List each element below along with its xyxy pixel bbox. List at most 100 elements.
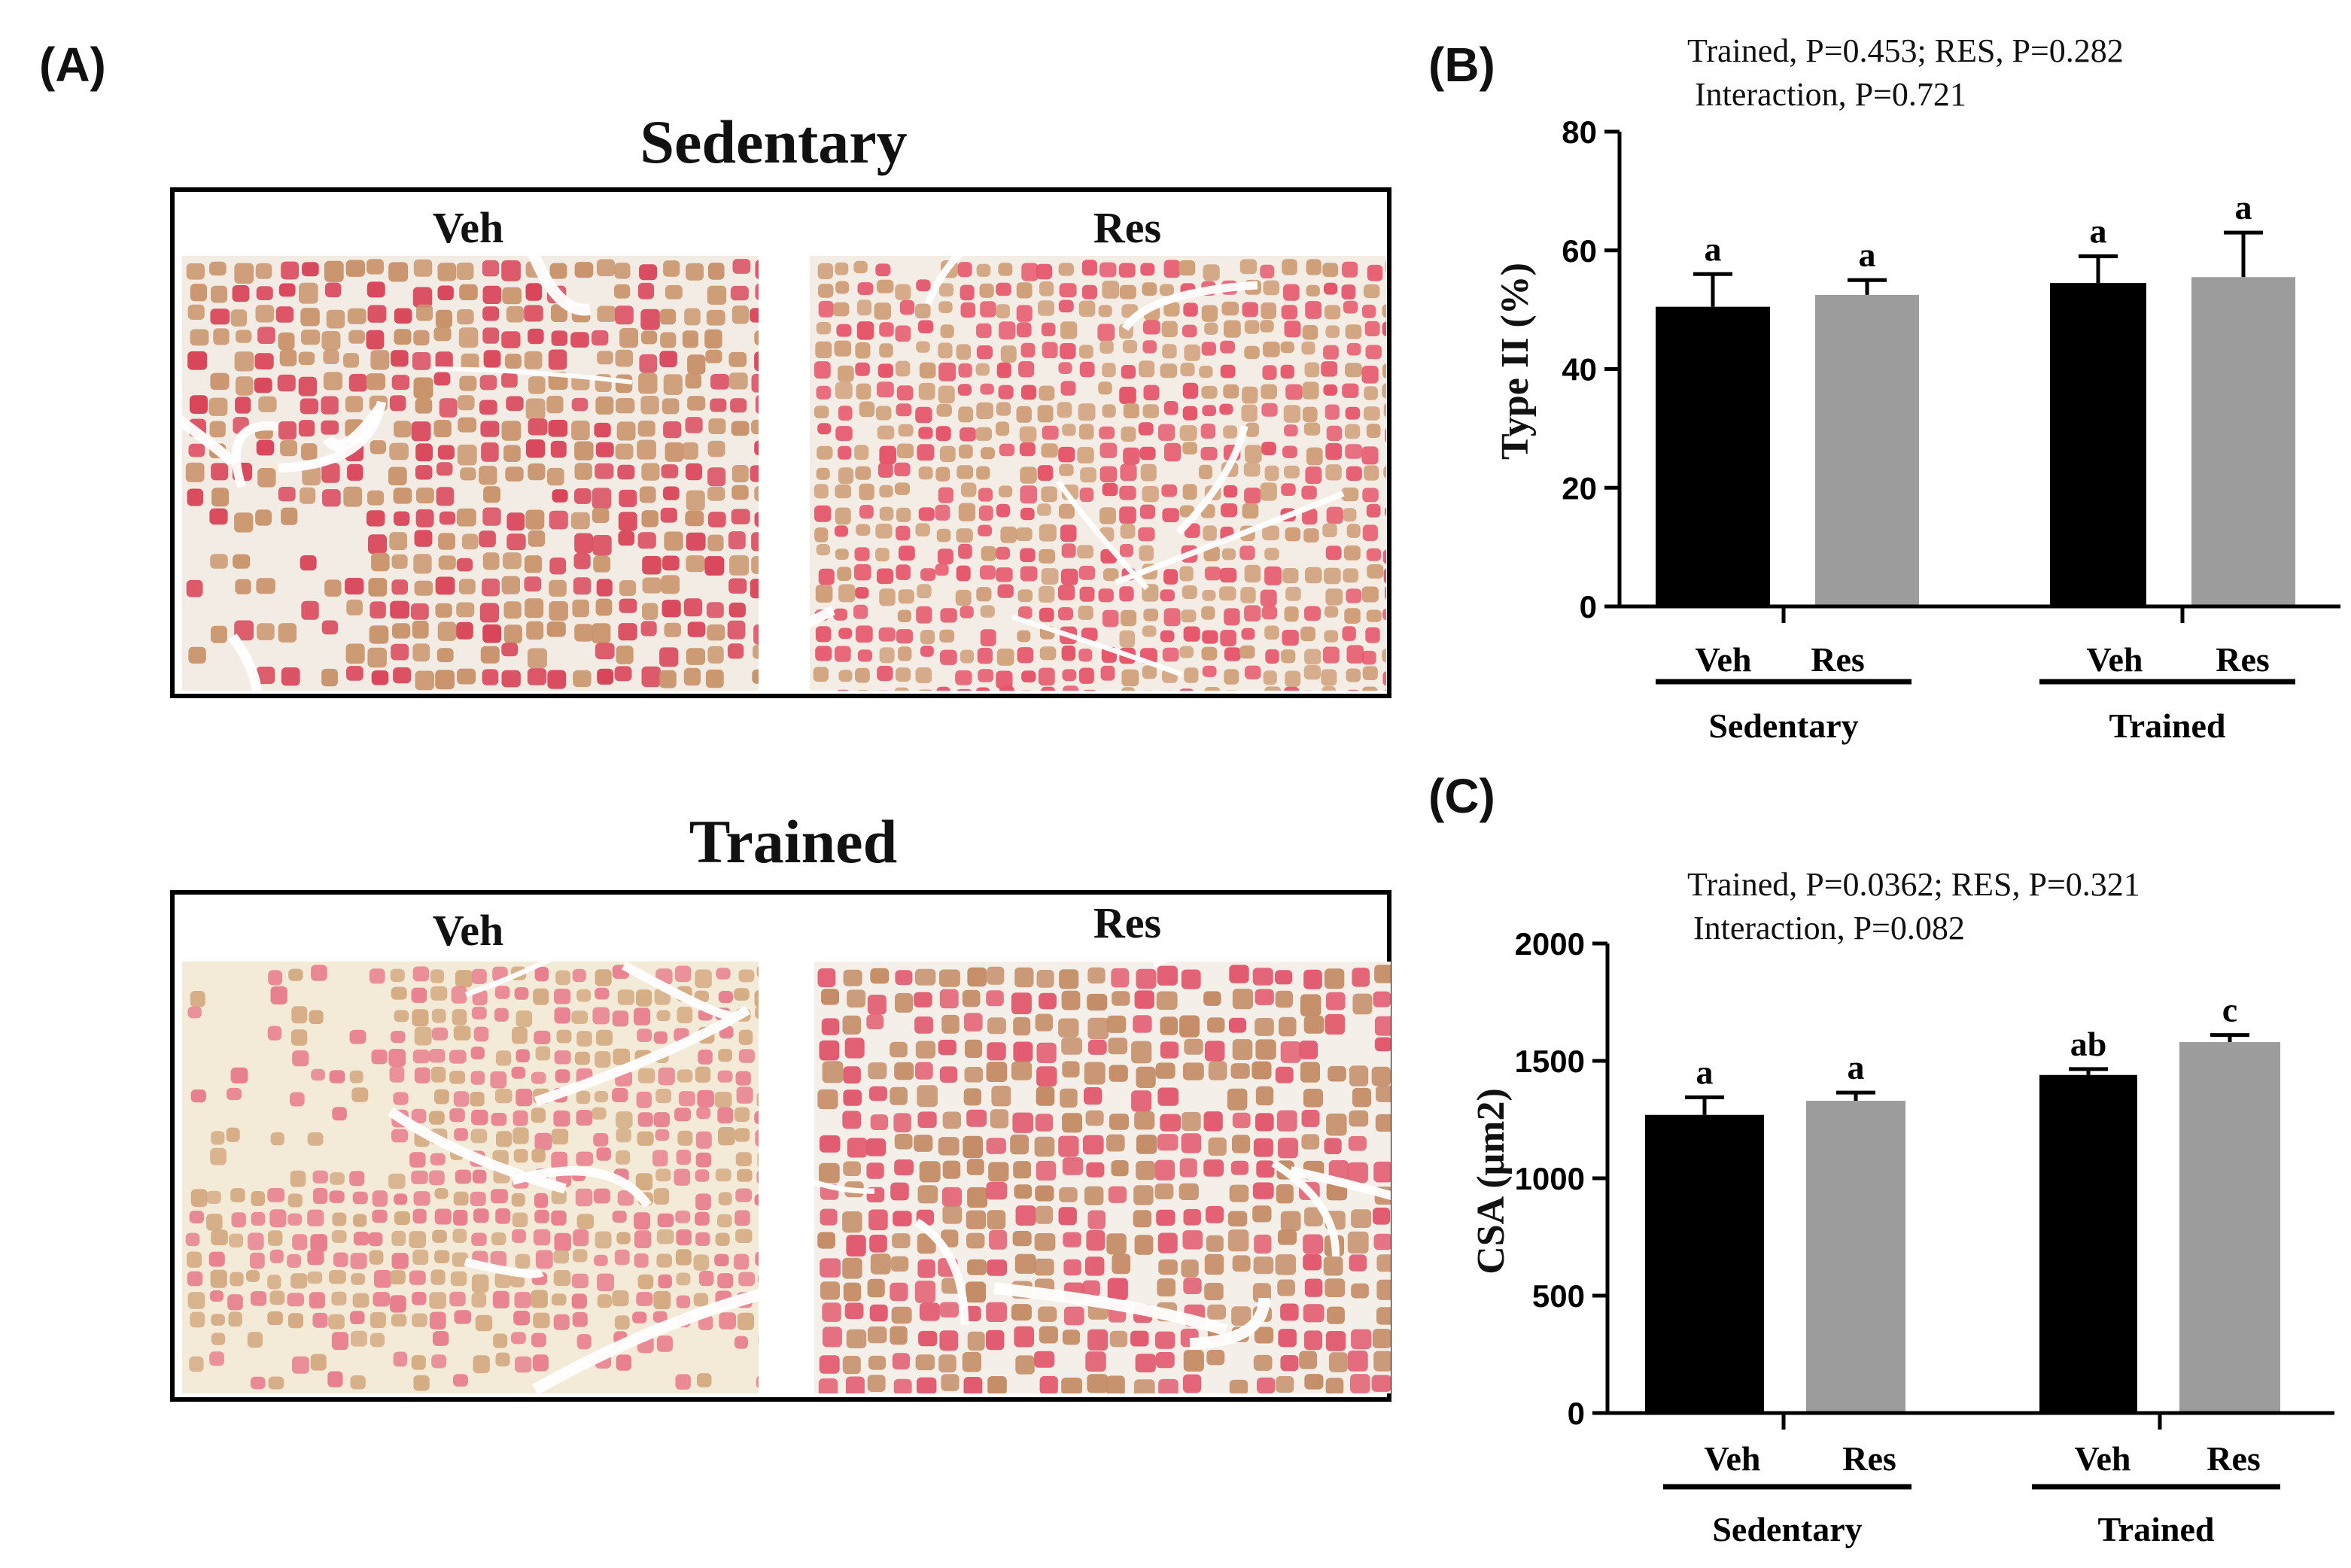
muscle-fiber <box>1058 446 1075 463</box>
muscle-fiber <box>576 1151 594 1166</box>
muscle-fiber <box>755 1006 759 1020</box>
muscle-fiber <box>614 284 631 299</box>
muscle-fiber <box>966 1281 986 1303</box>
muscle-fiber <box>719 1312 736 1329</box>
septum-streak <box>914 1218 969 1326</box>
muscle-fiber <box>546 467 564 486</box>
muscle-fiber <box>527 668 547 685</box>
muscle-fiber <box>996 567 1013 582</box>
muscle-fiber <box>1181 1260 1199 1278</box>
muscle-fiber <box>705 669 724 688</box>
muscle-fiber <box>189 1211 204 1223</box>
muscle-fiber <box>211 625 227 643</box>
muscle-fiber <box>528 328 544 345</box>
muscle-fiber <box>637 282 654 299</box>
muscle-fiber <box>471 1274 489 1293</box>
muscle-fiber <box>661 575 680 594</box>
muscle-fiber <box>349 1171 365 1187</box>
muscle-fiber <box>553 1110 570 1127</box>
muscle-fiber <box>674 1168 690 1186</box>
muscle-fiber <box>187 1271 203 1287</box>
muscle-fiber <box>333 1252 348 1267</box>
muscle-fiber <box>730 285 749 301</box>
muscle-fiber <box>1384 688 1386 691</box>
muscle-fiber <box>1383 568 1386 584</box>
muscle-fiber <box>1134 1379 1155 1393</box>
muscle-fiber <box>1301 1110 1320 1127</box>
muscle-fiber <box>813 667 829 682</box>
muscle-fiber <box>1017 589 1033 603</box>
muscle-fiber <box>617 1190 634 1206</box>
muscle-fiber <box>1344 608 1361 624</box>
muscle-fiber <box>571 1010 589 1024</box>
muscle-fiber <box>437 621 457 641</box>
muscle-fiber <box>735 1152 752 1166</box>
muscle-fiber <box>391 1031 406 1044</box>
muscle-fiber <box>1013 1161 1032 1179</box>
muscle-fiber <box>1255 1018 1274 1036</box>
muscle-fiber <box>918 507 935 521</box>
muscle-fiber <box>189 1356 204 1372</box>
muscle-fiber <box>595 1051 611 1068</box>
muscle-fiber <box>1062 424 1076 436</box>
muscle-fiber <box>1328 1065 1346 1082</box>
muscle-fiber <box>967 1187 988 1208</box>
muscle-fiber <box>857 690 868 691</box>
muscle-fiber <box>533 1312 550 1329</box>
muscle-fiber <box>1326 506 1343 524</box>
muscle-fiber <box>1208 1137 1227 1156</box>
muscle-fiber <box>1325 442 1342 460</box>
muscle-fiber <box>1242 302 1258 318</box>
muscle-fiber <box>413 377 433 399</box>
muscle-fiber <box>1121 669 1139 687</box>
muscle-fiber <box>915 523 930 536</box>
muscle-fiber <box>816 322 832 335</box>
muscle-fiber <box>1345 324 1362 339</box>
muscle-fiber <box>1361 366 1379 384</box>
muscle-fiber <box>411 1170 428 1184</box>
muscle-fiber <box>1139 504 1155 519</box>
muscle-fiber <box>1181 1133 1202 1153</box>
muscle-fiber <box>999 485 1013 498</box>
muscle-fiber <box>1376 1254 1391 1272</box>
muscle-fiber <box>617 989 634 1005</box>
muscle-fiber <box>616 1111 633 1129</box>
muscle-fiber <box>664 531 683 551</box>
muscle-fiber <box>411 421 431 442</box>
muscle-fiber <box>547 670 567 689</box>
muscle-fiber <box>728 578 747 594</box>
muscle-fiber <box>705 349 722 363</box>
muscle-fiber <box>413 554 432 574</box>
muscle-fiber <box>1303 422 1321 436</box>
muscle-fiber <box>597 1273 614 1292</box>
muscle-fiber <box>501 372 518 388</box>
muscle-fiber <box>1199 464 1212 479</box>
muscle-fiber <box>470 1191 486 1206</box>
muscle-fiber <box>1103 568 1119 582</box>
muscle-fiber <box>917 1085 938 1108</box>
muscle-fiber <box>1385 260 1386 273</box>
muscle-fiber <box>963 1088 981 1106</box>
muscle-fiber <box>1321 361 1338 377</box>
muscle-fiber <box>1364 465 1379 481</box>
muscle-fiber <box>614 1315 630 1330</box>
muscle-fiber <box>512 1110 528 1126</box>
muscle-fiber <box>706 309 725 326</box>
chart-type-ii: Trained, P=0.453; RES, P=0.282 Interacti… <box>1494 32 2340 745</box>
muscle-fiber <box>874 302 892 320</box>
muscle-fiber <box>413 259 433 277</box>
muscle-fiber <box>526 439 546 458</box>
muscle-fiber <box>815 585 833 603</box>
muscle-fiber <box>1134 1111 1155 1130</box>
muscle-fiber <box>1078 566 1096 580</box>
muscle-fiber <box>596 259 616 277</box>
muscle-fiber <box>513 1149 528 1163</box>
muscle-fiber <box>501 260 521 281</box>
muscle-fiber <box>991 1086 1011 1107</box>
muscle-fiber <box>412 620 429 639</box>
muscle-fiber <box>1241 628 1255 640</box>
muscle-fiber <box>209 1351 224 1366</box>
muscle-fiber <box>470 1047 485 1059</box>
muscle-fiber <box>895 970 913 986</box>
muscle-fiber <box>525 283 543 301</box>
